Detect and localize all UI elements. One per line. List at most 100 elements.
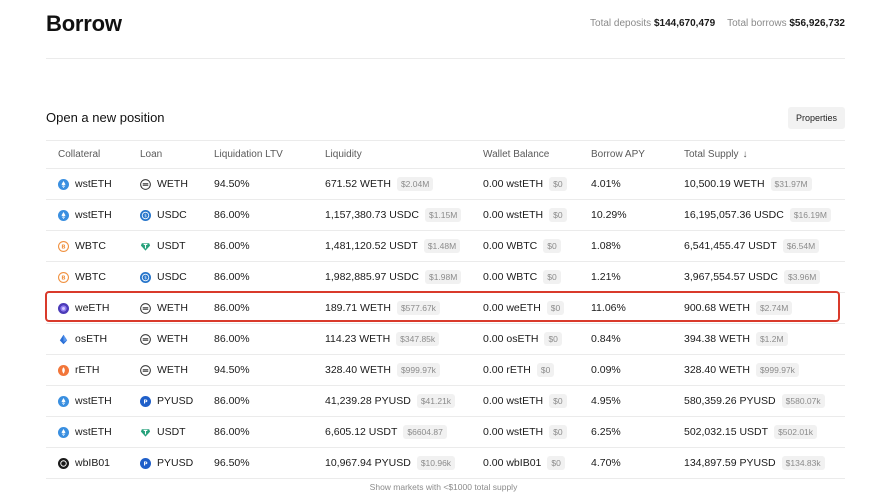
loan-cell: WETH [140,169,188,199]
supply-value: 3,967,554.57 USDC [684,271,778,283]
collateral-name: wstETH [75,178,112,190]
supply-value: 394.38 WETH [684,333,750,345]
header-borrow-apy[interactable]: Borrow APY [591,149,645,160]
apy-cell: 10.29% [591,200,627,230]
table-row[interactable]: wbIB01 P PYUSD 96.50% 10,967.94 PYUSD $10.96k… [46,448,845,479]
collateral-cell: wstETH [58,200,112,230]
loan-name: WETH [157,178,188,190]
wallet-usd-badge: $0 [536,363,555,377]
ltv-value: 86.00% [214,302,250,314]
loan-name: PYUSD [157,457,194,469]
section-title: Open a new position [46,110,165,125]
header-wallet-balance[interactable]: Wallet Balance [483,149,550,160]
page-title: Borrow [46,11,122,36]
apy-value: 4.01% [591,178,621,190]
wallet-cell: 0.00 wstETH $0 [483,417,567,447]
header-liquidation-ltv[interactable]: Liquidation LTV [214,149,283,160]
supply-usd-badge: $2.74M [755,301,793,315]
liquidity-value: 114.23 WETH [325,333,391,345]
apy-cell: 0.09% [591,355,621,385]
supply-usd-badge: $134.83k [781,456,825,470]
ltv-value: 86.00% [214,333,250,345]
supply-usd-badge: $16.19M [789,208,831,222]
ltv-cell: 86.00% [214,231,250,261]
wallet-usd-badge: $0 [543,270,561,284]
header-liquidity[interactable]: Liquidity [325,149,362,160]
totals: Total deposits $144,670,479 Total borrow… [590,18,845,29]
table-row[interactable]: wstETH USDT 86.00% 6,605.12 USDT $6604.87 0.0… [46,417,845,448]
ltv-value: 86.00% [214,395,250,407]
liquidity-usd-badge: $1.15M [424,208,462,222]
supply-usd-badge: $1.2M [755,332,788,346]
liquidity-value: 1,982,885.97 USDC [325,271,419,283]
liquidity-cell: 6,605.12 USDT $6604.87 [325,417,447,447]
wbtc-icon: B [58,271,69,283]
ltv-value: 86.00% [214,271,250,283]
supply-usd-badge: $31.97M [770,177,812,191]
markets-table: Collateral Loan Liquidation LTV Liquidit… [46,140,845,479]
supply-value: 900.68 WETH [684,302,750,314]
wallet-cell: 0.00 wstETH $0 [483,386,567,416]
reth-icon [58,364,69,376]
collateral-name: wstETH [75,209,112,221]
header-total-supply-label: Total Supply [684,149,739,160]
collateral-cell: wstETH [58,417,112,447]
table-row[interactable]: B WBTC $ USDC 86.00% 1,982,885.97 USDC $1.98M 0… [46,262,845,293]
apy-value: 10.29% [591,209,627,221]
liquidity-usd-badge: $347.85k [396,332,440,346]
svg-text:B: B [61,244,65,250]
collateral-cell: wbIB01 [58,448,110,478]
ltv-value: 86.00% [214,240,250,252]
supply-cell: 16,195,057.36 USDC $16.19M [684,200,831,230]
properties-button[interactable]: Properties [787,107,845,129]
wallet-value: 0.00 osETH [483,333,539,345]
table-row[interactable]: weETH WETH 86.00% 189.71 WETH $577.67k 0.00 w… [46,293,845,324]
collateral-cell: B WBTC [58,231,106,261]
table-row[interactable]: wstETH P PYUSD 86.00% 41,239.28 PYUSD $41.21k… [46,386,845,417]
ltv-value: 94.50% [214,178,250,190]
ltv-value: 94.50% [214,364,250,376]
collateral-name: WBTC [75,271,106,283]
header-total-supply[interactable]: Total Supply ↓ [684,141,747,168]
header-divider [46,58,845,59]
wbib01-icon [58,457,69,469]
wallet-cell: 0.00 WBTC $0 [483,262,561,292]
header-loan[interactable]: Loan [140,149,163,160]
header-collateral[interactable]: Collateral [58,149,101,160]
wallet-value: 0.00 weETH [483,302,541,314]
loan-cell: WETH [140,355,188,385]
usdc-icon: $ [140,271,151,283]
ltv-value: 96.50% [214,457,250,469]
wallet-usd-badge: $0 [544,332,562,346]
table-row[interactable]: wstETH $ USDC 86.00% 1,157,380.73 USDC $1.15M… [46,200,845,231]
wsteth-icon [58,426,69,438]
liquidity-usd-badge: $6604.87 [403,425,447,439]
wallet-cell: 0.00 wstETH $0 [483,200,567,230]
wallet-cell: 0.00 WBTC $0 [483,231,561,261]
total-borrows-label: Total borrows [727,18,787,29]
ltv-cell: 86.00% [214,262,250,292]
supply-cell: 10,500.19 WETH $31.97M [684,169,812,199]
ltv-cell: 96.50% [214,448,250,478]
apy-cell: 11.06% [591,293,626,323]
apy-cell: 0.84% [591,324,621,354]
table-row[interactable]: wstETH WETH 94.50% 671.52 WETH $2.04M 0.00 ws… [46,169,845,200]
apy-cell: 4.01% [591,169,621,199]
table-row[interactable]: osETH WETH 86.00% 114.23 WETH $347.85k 0.00 o… [46,324,845,355]
loan-name: USDT [157,240,186,252]
show-small-markets-link[interactable]: Show markets with <$1000 total supply [369,482,518,492]
wallet-cell: 0.00 weETH $0 [483,293,565,323]
liquidity-cell: 189.71 WETH $577.67k [325,293,440,323]
wallet-value: 0.00 wstETH [483,426,544,438]
loan-name: PYUSD [157,395,194,407]
table-row[interactable]: B WBTC USDT 86.00% 1,481,120.52 USDT $1.48M 0.… [46,231,845,262]
ltv-cell: 86.00% [214,324,250,354]
collateral-name: wstETH [75,426,112,438]
loan-name: USDC [157,209,187,221]
wallet-usd-badge: $0 [546,301,565,315]
apy-value: 4.70% [591,457,621,469]
wallet-usd-badge: $0 [549,177,567,191]
total-borrows: Total borrows $56,926,732 [727,18,845,29]
table-row[interactable]: rETH WETH 94.50% 328.40 WETH $999.97k 0.00 rE… [46,355,845,386]
total-deposits-value: $144,670,479 [653,18,716,29]
